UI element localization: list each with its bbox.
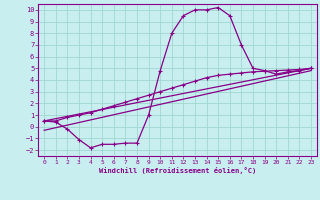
X-axis label: Windchill (Refroidissement éolien,°C): Windchill (Refroidissement éolien,°C) (99, 167, 256, 174)
